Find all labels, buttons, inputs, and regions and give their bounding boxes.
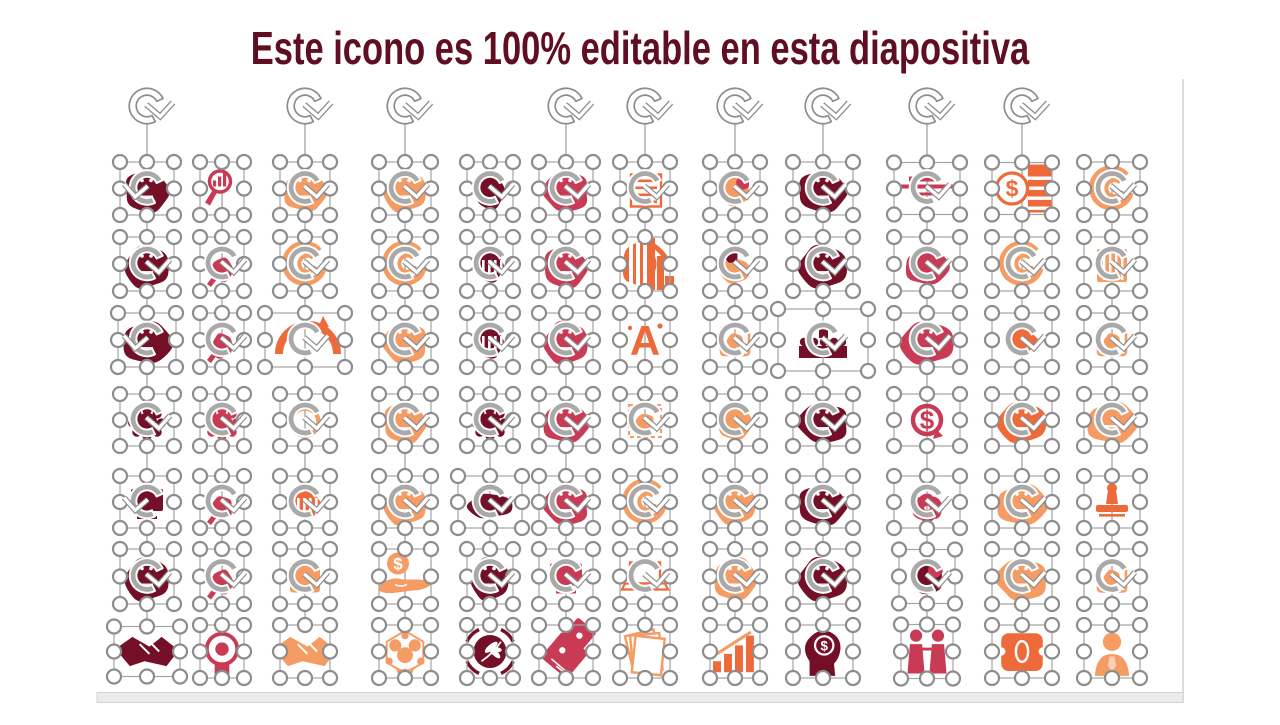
svg-text:$: $ [820, 638, 828, 653]
svg-text:$: $ [393, 555, 403, 574]
svg-text:$: $ [1006, 176, 1019, 202]
svg-text:A: A [630, 317, 660, 364]
svg-text:$: $ [920, 405, 935, 435]
